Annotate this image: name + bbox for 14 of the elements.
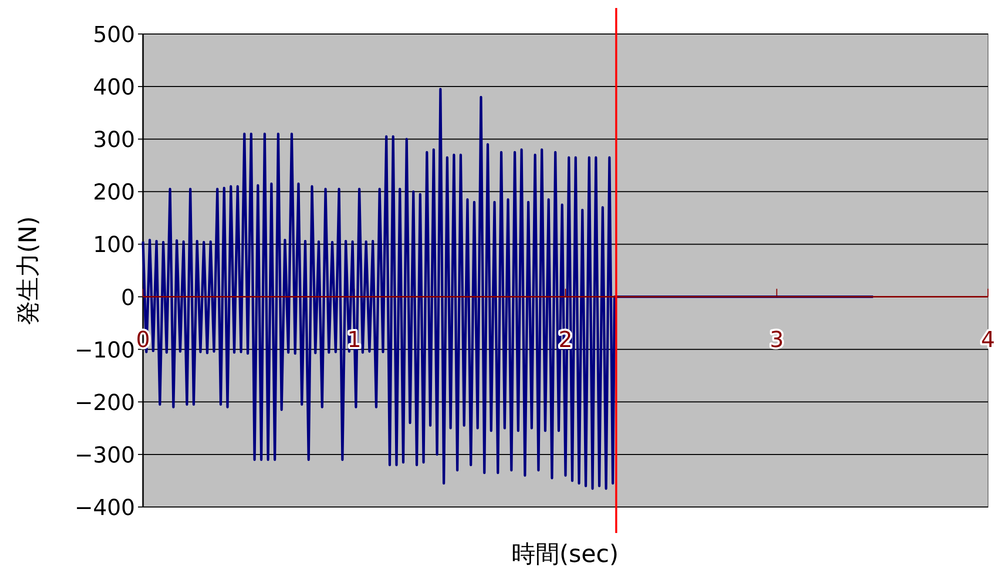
y-tick-label: 500 xyxy=(93,23,135,48)
y-tick-label: 100 xyxy=(93,233,135,258)
y-tick-label: −200 xyxy=(74,390,135,416)
y-axis-title: 発生力(N) xyxy=(14,216,42,325)
y-tick-label: 300 xyxy=(93,128,135,154)
y-tick-label: 200 xyxy=(93,180,135,206)
y-tick-label: −400 xyxy=(74,496,135,521)
x-tick-label: 4 xyxy=(981,328,995,353)
y-tick-label: −300 xyxy=(74,443,135,468)
y-tick-label: 0 xyxy=(121,286,135,311)
x-tick-label: 3 xyxy=(770,328,784,353)
y-tick-label: −100 xyxy=(74,338,135,364)
y-tick-label: 400 xyxy=(93,76,135,101)
x-axis-title: 時間(sec) xyxy=(511,540,619,568)
